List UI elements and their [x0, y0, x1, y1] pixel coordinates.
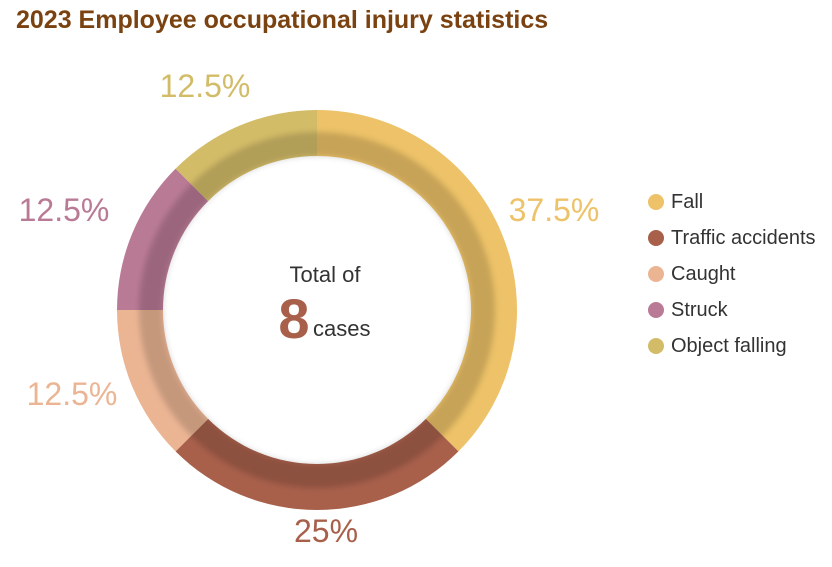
- legend-label: Struck: [671, 298, 728, 321]
- legend-swatch: [648, 230, 664, 246]
- legend-swatch: [648, 302, 664, 318]
- legend-item-caught: Caught: [648, 256, 816, 292]
- legend-label: Traffic accidents: [671, 226, 816, 249]
- donut-inner-shadow: [138, 132, 496, 488]
- legend-item-struck: Struck: [648, 292, 816, 328]
- legend-label: Caught: [671, 262, 736, 285]
- legend-label: Object falling: [671, 334, 787, 357]
- legend-item-traffic-accidents: Traffic accidents: [648, 220, 816, 256]
- chart-title: 2023 Employee occupational injury statis…: [16, 6, 549, 34]
- legend-swatch: [648, 338, 664, 354]
- legend-label: Fall: [671, 190, 704, 213]
- center-total-number: 8: [278, 287, 309, 350]
- center-total-label: Total of: [290, 262, 362, 287]
- pct-label-struck: 12.5%: [19, 192, 110, 228]
- pct-label-traffic-accidents: 25%: [294, 513, 358, 549]
- chart-legend: Fall Traffic accidents Caught Struck Object …: [648, 184, 816, 364]
- pct-label-caught: 12.5%: [27, 376, 118, 412]
- legend-swatch: [648, 194, 664, 210]
- pct-label-fall: 37.5%: [509, 192, 600, 228]
- pct-label-object-falling: 12.5%: [160, 68, 251, 104]
- legend-item-fall: Fall: [648, 184, 816, 220]
- legend-swatch: [648, 266, 664, 282]
- legend-item-object-falling: Object falling: [648, 328, 816, 364]
- center-total-unit: cases: [313, 316, 370, 341]
